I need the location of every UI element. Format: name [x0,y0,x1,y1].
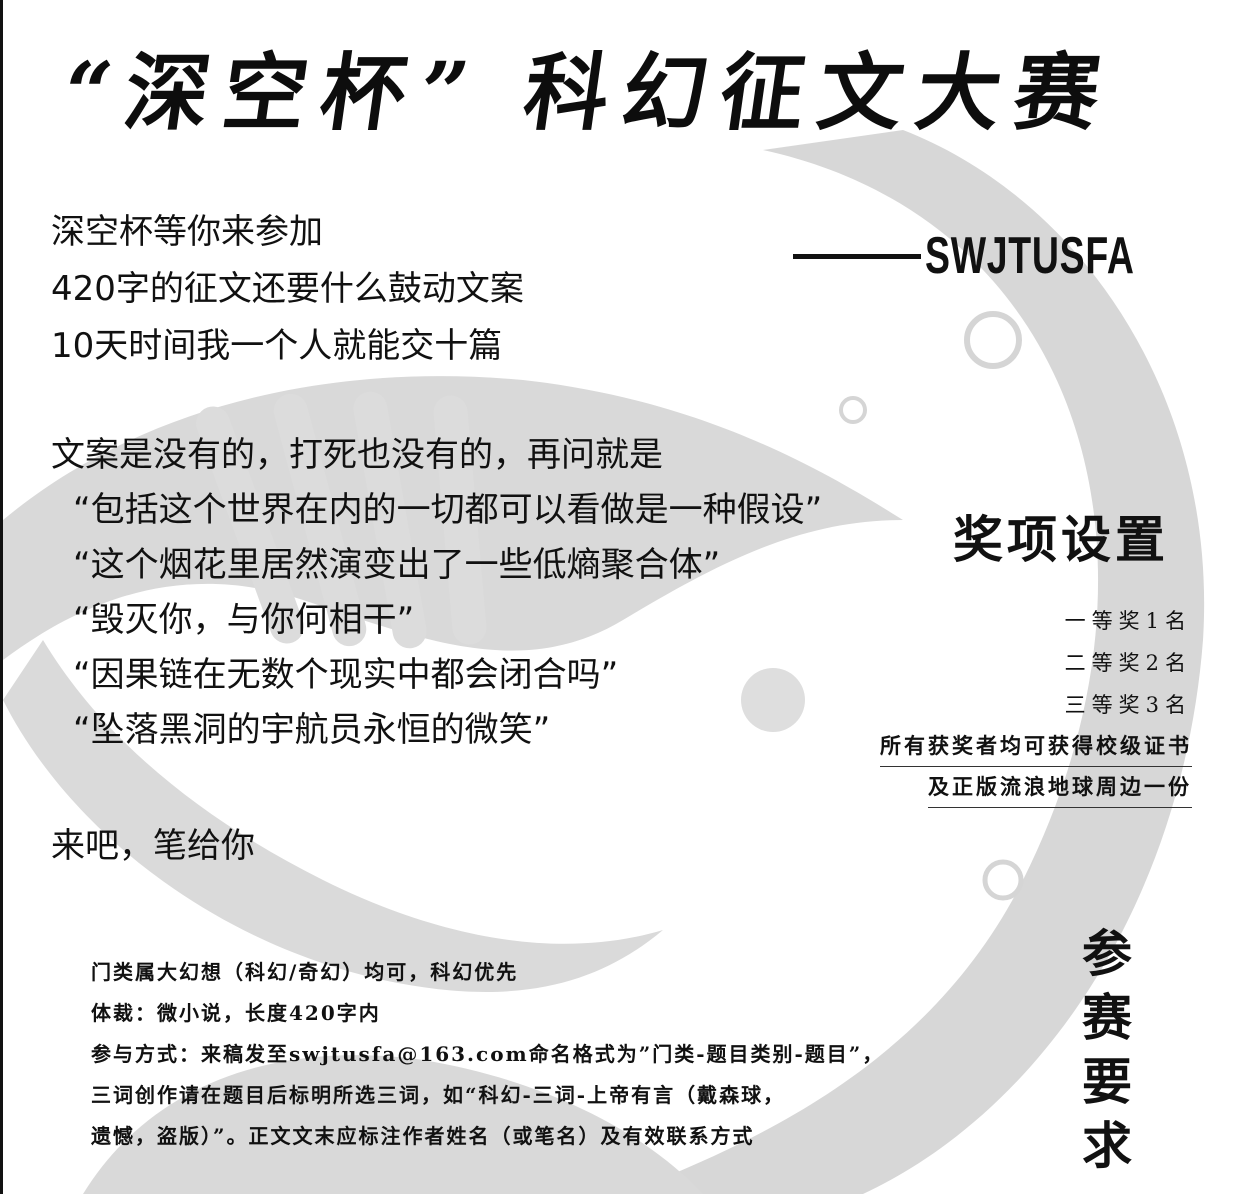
requirement-line: 体裁：微小说，长度420字内 [91,1001,381,1025]
quote-line: “包括这个世界在内的一切都可以看做是一种假设” [73,490,823,530]
intro-line: 420字的征文还要什么鼓动文案 [51,269,524,309]
requirements-title-char: 赛 [1082,988,1132,1047]
award-item: 二等奖2名 [1064,651,1192,675]
intro-line: 10天时间我一个人就能交十篇 [51,326,503,366]
signature-text: SWJTUSFA [925,227,1135,285]
awards-title: 奖项设置 [953,510,1169,569]
quote-line: “毁灭你，与你何相干” [73,600,415,640]
award-item: 三等奖3名 [1064,693,1192,717]
requirement-line: 三词创作请在题目后标明所选三词，如“科幻-三词-上帝有言（戴森球， [91,1083,786,1107]
requirement-line: 遗憾，盗版）”。正文文末应标注作者姓名（或笔名）及有效联系方式 [91,1124,755,1148]
requirements-title-char: 求 [1082,1116,1132,1175]
body-line: 文案是没有的，打死也没有的，再问就是 [51,435,663,475]
body-text: 文案是没有的，打死也没有的，再问就是 “包括这个世界在内的一切都可以看做是一种假… [51,428,822,758]
requirement-line: 门类属大幻想（科幻/奇幻）均可，科幻优先 [91,960,519,984]
awards-list: 一等奖1名 二等奖2名 三等奖3名 所有获奖者均可获得校级证书 及正版流浪地球周… [880,600,1192,808]
quote-line: “坠落黑洞的宇航员永恒的微笑” [73,710,551,750]
requirements-title-char: 要 [1082,1052,1132,1111]
requirements-list: 门类属大幻想（科幻/奇幻）均可，科幻优先 体裁：微小说，长度420字内 参与方式… [91,952,884,1157]
signature-dash [793,253,921,259]
award-note: 及正版流浪地球周边一份 [928,767,1192,808]
quote-line: “这个烟花里居然演变出了一些低熵聚合体” [73,545,721,585]
signature: SWJTUSFA [793,224,1216,288]
requirements-title-char: 参 [1082,924,1132,983]
intro-text: 深空杯等你来参加 420字的征文还要什么鼓动文案 10天时间我一个人就能交十篇 [51,204,524,375]
background-logo-watermark [3,130,1205,1194]
requirements-title: 参 赛 要 求 [1075,922,1139,1178]
award-item: 一等奖1名 [1064,609,1192,633]
award-note: 所有获奖者均可获得校级证书 [880,726,1192,767]
closing-text: 来吧，笔给你 [51,826,255,866]
requirement-line: 参与方式：来稿发至swjtusfa@163.com命名格式为”门类-题目类别-题… [91,1042,885,1066]
page-title: “深空杯” 科幻征文大赛 [56,43,1120,142]
quote-line: “因果链在无数个现实中都会闭合吗” [73,655,619,695]
intro-line: 深空杯等你来参加 [51,212,323,252]
